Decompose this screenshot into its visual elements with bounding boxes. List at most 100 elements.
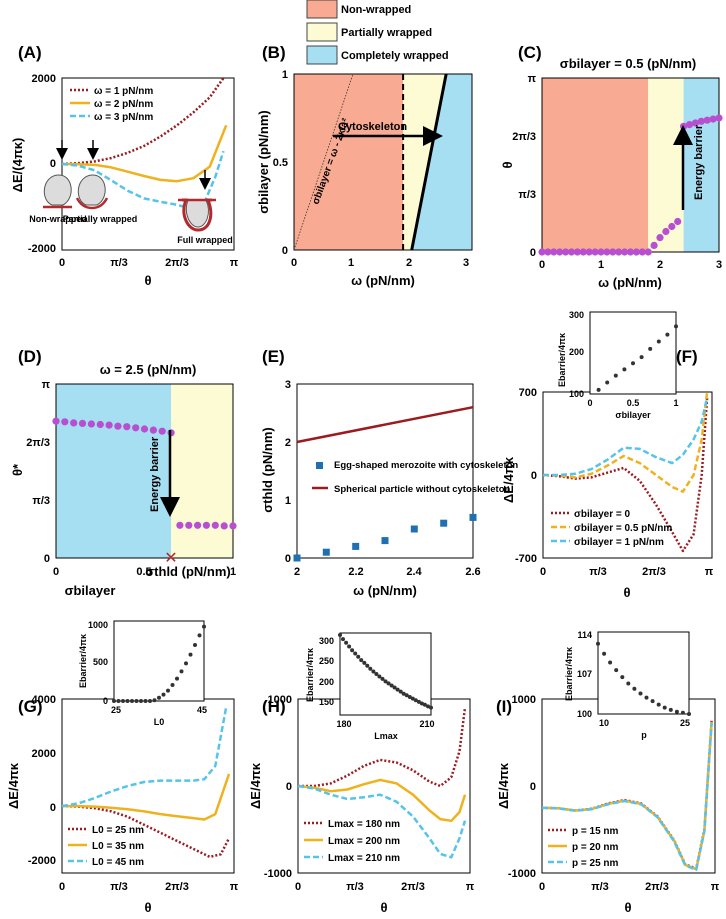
y-tick-label: 0 (286, 781, 292, 793)
x-axis-label: θ (144, 900, 151, 915)
x-tick-label: π (705, 566, 714, 578)
inset-x-tick-label: 10 (599, 718, 609, 728)
inset-y-tick-label: 0 (103, 696, 108, 706)
inset-data-point (116, 699, 121, 703)
x-tick-label: π/3 (346, 881, 364, 893)
inset-data-point (398, 689, 403, 694)
inset-data-point (620, 675, 625, 680)
inset-x-axis-label: σbilayer (615, 410, 651, 420)
data-point (585, 248, 593, 256)
inset-data-point (383, 679, 388, 684)
y-tick-label: π (528, 73, 537, 85)
series-line (542, 391, 709, 493)
legend-entry: ω = 2 pN/nm (94, 99, 153, 110)
region-band (542, 78, 649, 252)
inset-data-point (429, 705, 433, 710)
chart-title: ω = 2.5 (pN/nm) (100, 362, 197, 377)
inset-x-tick-label: 0 (587, 398, 592, 408)
x-tick-label: 2 (657, 259, 663, 271)
data-point (114, 422, 122, 430)
data-point (78, 419, 87, 427)
inset-data-point (416, 699, 421, 704)
data-point (105, 421, 113, 429)
data-point (668, 222, 676, 231)
series-line (541, 721, 713, 871)
data-point (52, 417, 60, 425)
panel-d: (D) ω = 2.5 (pN/nm) Energy barrier ✕ π 2… (10, 347, 237, 598)
x-tick-label: 2π/3 (645, 881, 669, 893)
x-axis-label: σbilayer (65, 583, 116, 598)
y-tick-label: 2000 (32, 748, 56, 760)
panel-label: (F) (676, 347, 698, 366)
inset-y-tick-label: 300 (569, 310, 584, 320)
inset-data-point (344, 640, 349, 645)
data-point (591, 248, 599, 256)
data-point (202, 521, 210, 529)
inset-data-point (347, 644, 352, 649)
region-band (171, 384, 233, 558)
inset-data-point (622, 367, 627, 372)
region-band (683, 78, 719, 252)
data-point (176, 521, 184, 529)
inset-data-point (656, 702, 661, 707)
series-line (298, 707, 467, 788)
x-tick-label: π (466, 881, 475, 893)
plot-frame (55, 383, 234, 559)
x-tick-label: 0 (59, 881, 65, 893)
data-point (650, 241, 658, 249)
x-tick-label: π/3 (591, 881, 609, 893)
inset-data-point (668, 707, 673, 712)
inset-data-point (338, 633, 342, 637)
data-point (322, 548, 330, 556)
threshold-label: σthld (pN/nm) (145, 564, 230, 579)
y-tick-label: 0 (44, 553, 50, 565)
y-tick-label: -700 (515, 553, 537, 565)
y-axis-label: θ* (10, 463, 25, 476)
y-tick-label: 1 (285, 495, 291, 507)
data-point (211, 521, 219, 529)
panel-label: (H) (262, 697, 286, 716)
inset-layer (112, 624, 206, 703)
inset-y-tick-label: 250 (319, 656, 334, 666)
inset-data-point (121, 699, 125, 703)
inset-data-point (157, 695, 161, 700)
inset-data-point (152, 698, 157, 703)
x-tick-label: π/3 (110, 257, 128, 269)
legend-entry: Non-wrapped (341, 4, 411, 16)
data-point (567, 248, 576, 256)
data-point (615, 248, 623, 256)
inset-data-point (350, 648, 355, 653)
y-tick-label: 1000 (268, 694, 292, 706)
plot-frame (293, 73, 473, 251)
inset-data-point (197, 633, 202, 638)
inset-data-point (139, 699, 143, 703)
inset-y-axis-label: Ebarrier/4πκ (557, 332, 567, 387)
x-tick-label: π/3 (589, 566, 607, 578)
panel-g: (G) 1000 500 0 25 45 L0 Ebarrier/4πκ L0 … (6, 620, 239, 915)
data-point (662, 227, 670, 236)
inset-data-point (662, 705, 667, 710)
inset-x-tick-label: 25 (680, 718, 690, 728)
region-band (56, 384, 172, 558)
inset-data-point (112, 699, 116, 703)
inset-data-point (380, 676, 385, 681)
y-tick-label: 1000 (512, 694, 536, 706)
panel-label: (E) (262, 347, 285, 366)
inset-x-tick-label: 180 (336, 719, 351, 729)
data-point (469, 513, 477, 521)
x-tick-label: 3 (463, 257, 469, 269)
y-tick-label: 2π/3 (512, 131, 536, 143)
x-tick-label: π/3 (110, 881, 128, 893)
inset-data-point (644, 695, 649, 700)
plot-frame (296, 383, 474, 559)
data-point (158, 427, 166, 435)
x-axis-label: θ (380, 900, 387, 915)
inset-data-point (639, 355, 644, 360)
legend-entry: ω = 1 pN/nm (94, 86, 153, 97)
x-tick-label: π (711, 881, 720, 893)
x-tick-label: 0 (291, 257, 297, 269)
y-axis-label: ΔE/4πκ (6, 762, 21, 809)
data-point (656, 234, 664, 242)
inset-data-point (674, 324, 678, 329)
inset-data-point (608, 660, 613, 665)
